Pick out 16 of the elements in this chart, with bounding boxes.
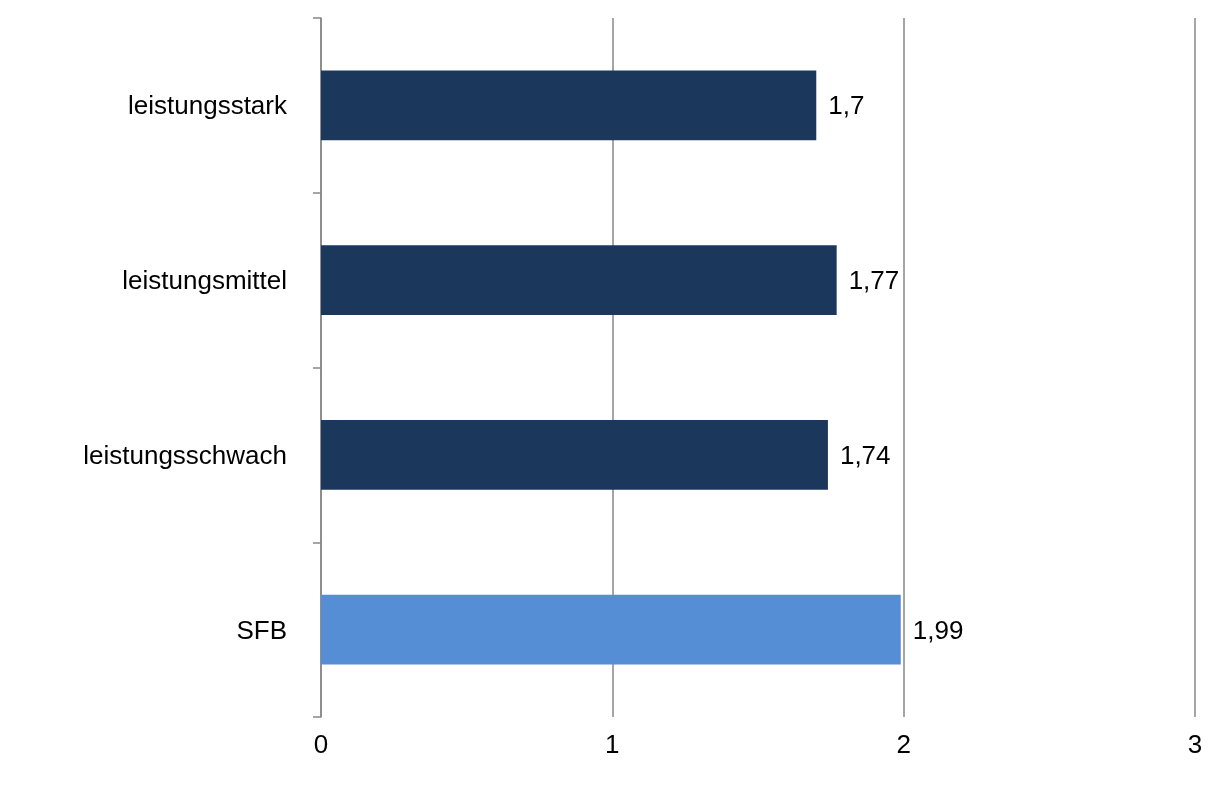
y-tick-label: leistungsmittel [122, 265, 287, 296]
bar [321, 245, 837, 316]
data-label: 1,74 [839, 439, 891, 470]
y-tick-label: leistungsstark [128, 90, 288, 121]
y-tick-label: SFB [236, 614, 287, 645]
x-tick-label: 0 [313, 729, 329, 759]
x-tick-label: 3 [1187, 729, 1203, 759]
x-tick-label: 1 [605, 729, 620, 759]
bar [321, 70, 817, 141]
data-label: 1,77 [848, 265, 900, 296]
y-tick-label: leistungsschwach [83, 439, 287, 470]
x-tick-label: 2 [896, 729, 911, 759]
data-label: 1,99 [912, 614, 964, 645]
bar [321, 594, 901, 665]
data-label: 1,7 [828, 90, 865, 121]
bar [321, 419, 828, 490]
